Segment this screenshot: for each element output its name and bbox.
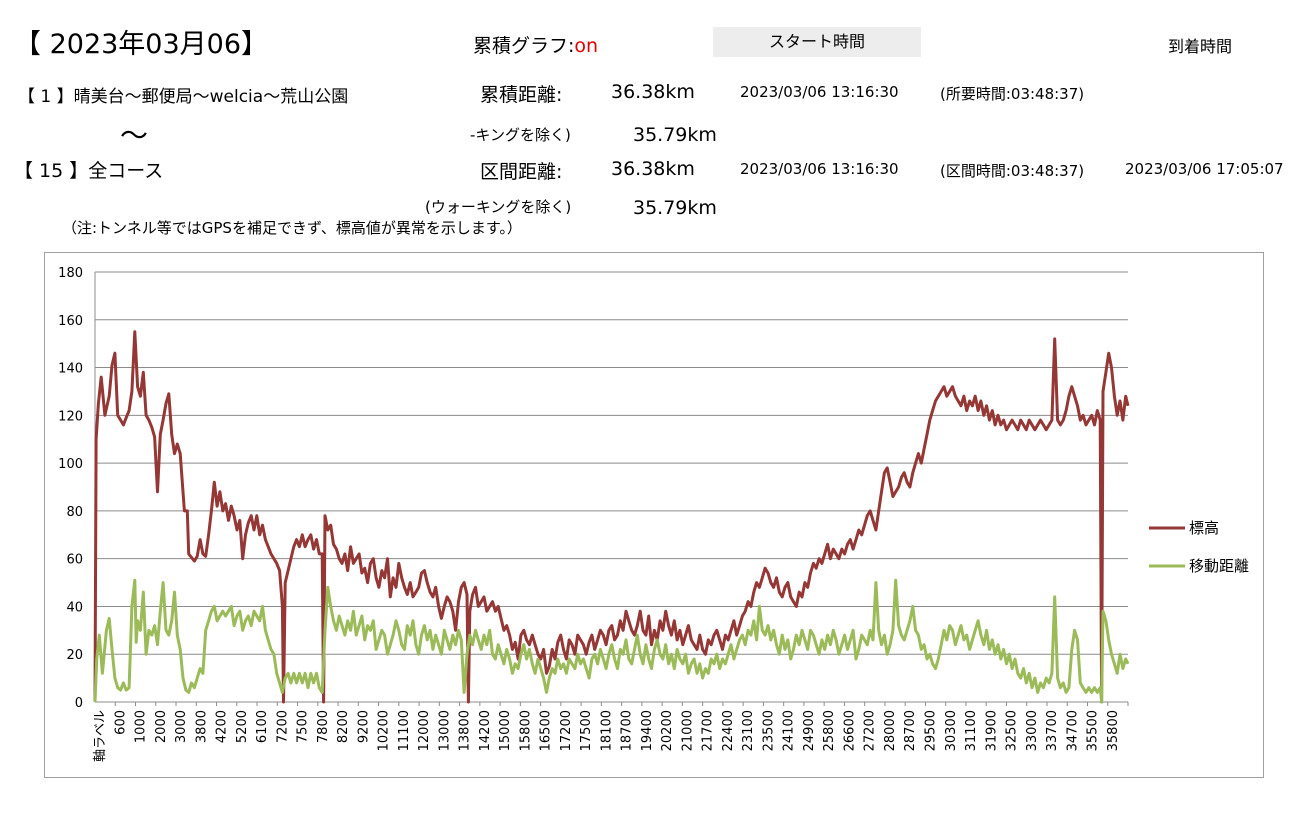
x-tick-label: 17200 bbox=[559, 710, 574, 751]
graph-label: 累積グラフ: bbox=[473, 35, 575, 57]
y-tick-label: 40 bbox=[66, 600, 83, 615]
x-tick-label: 2000 bbox=[154, 710, 169, 743]
total-duration: (所要時間:03:48:37) bbox=[940, 85, 1085, 103]
cumulative-distance-value: 36.38km bbox=[611, 81, 695, 103]
x-tick-label: 3800 bbox=[194, 710, 209, 743]
gps-note: （注:トンネル等ではGPSを補足できず、標高値が異常を示します。） bbox=[62, 219, 522, 237]
x-tick-label: 24100 bbox=[782, 710, 797, 751]
section-distance-value: 36.38km bbox=[611, 158, 695, 180]
y-tick-label: 0 bbox=[75, 696, 83, 711]
x-tick-label: 23500 bbox=[761, 710, 776, 751]
x-axis-label: 軸ラベル bbox=[93, 710, 108, 762]
distance-series-line bbox=[93, 578, 1130, 704]
x-tick-label: 3000 bbox=[174, 710, 189, 743]
x-tick-label: 10200 bbox=[377, 710, 392, 751]
x-tick-label: 17500 bbox=[579, 710, 594, 751]
section-excluding-walking-label: (ウォーキングを除く) bbox=[425, 198, 572, 216]
x-tick-label: 26600 bbox=[842, 710, 857, 751]
x-tick-label: 35500 bbox=[1086, 710, 1101, 751]
y-tick-label: 100 bbox=[58, 457, 83, 472]
y-tick-label: 20 bbox=[66, 648, 83, 663]
x-tick-label: 18100 bbox=[599, 710, 614, 751]
legend-label: 移動距離 bbox=[1189, 557, 1249, 575]
y-tick-label: 180 bbox=[58, 266, 83, 281]
x-tick-label: 18700 bbox=[620, 710, 635, 751]
y-tick-label: 80 bbox=[66, 505, 83, 520]
x-tick-label: 16500 bbox=[539, 710, 554, 751]
y-tick-label: 120 bbox=[58, 409, 83, 424]
legend-label: 標高 bbox=[1189, 519, 1219, 537]
x-tick-label: 7500 bbox=[296, 710, 311, 743]
route-start: 【 1 】晴美台～郵便局～welcia～荒山公園 bbox=[18, 87, 349, 107]
x-tick-label: 27200 bbox=[863, 710, 878, 751]
x-axis: 軸ラベル 600 1000 2000 3000 3800 4200 5200 6100 7200 7… bbox=[93, 702, 1129, 762]
section-distance-label: 区間距離: bbox=[480, 161, 563, 183]
x-tick-label: 21700 bbox=[701, 710, 716, 751]
x-tick-label: 6100 bbox=[255, 710, 270, 743]
x-tick-label: 14200 bbox=[478, 710, 493, 751]
x-tick-label: 28000 bbox=[883, 710, 898, 751]
end-datetime: 2023/03/06 17:05:07 bbox=[1125, 160, 1284, 178]
elevation-distance-chart: 0 20 40 60 80 100 120 140 160 180 軸ラベル 600 1000 2000… bbox=[58, 266, 1249, 762]
x-tick-label: 35800 bbox=[1106, 710, 1121, 751]
date-title: 【 2023年03月06】 bbox=[14, 29, 269, 60]
excluding-walking-value: 35.79km bbox=[633, 124, 717, 146]
gridlines bbox=[95, 271, 1128, 703]
start-datetime: 2023/03/06 13:16:30 bbox=[740, 83, 899, 101]
x-tick-label: 15800 bbox=[518, 710, 533, 751]
x-tick-label: 5200 bbox=[235, 710, 250, 743]
x-tick-label: 33700 bbox=[1045, 710, 1060, 751]
x-tick-label: 600 bbox=[113, 710, 128, 735]
graph-mode: 累積グラフ:on bbox=[473, 31, 598, 58]
x-tick-label: 7800 bbox=[316, 710, 331, 743]
y-tick-label: 160 bbox=[58, 314, 83, 329]
cumulative-distance-label: 累積距離: bbox=[480, 84, 563, 106]
x-tick-label: 15000 bbox=[498, 710, 513, 751]
x-tick-label: 1000 bbox=[134, 710, 149, 743]
arrival-time-header: 到着時間 bbox=[1168, 37, 1233, 56]
x-tick-label: 21000 bbox=[680, 710, 695, 751]
x-tick-label: 8200 bbox=[336, 710, 351, 743]
x-tick-label: 24900 bbox=[802, 710, 817, 751]
chart-frame: 0 20 40 60 80 100 120 140 160 180 軸ラベル 600 1000 2000… bbox=[44, 252, 1264, 778]
x-tick-label: 4200 bbox=[215, 710, 230, 743]
excluding-walking-label: -キングを除く) bbox=[470, 126, 571, 144]
y-tick-label: 60 bbox=[66, 553, 83, 568]
elevation-series-line bbox=[93, 330, 1130, 704]
start-time-header: スタート時間 bbox=[713, 27, 921, 57]
x-tick-label: 23100 bbox=[741, 710, 756, 751]
x-tick-label: 34700 bbox=[1065, 710, 1080, 751]
section-excluding-walking-value: 35.79km bbox=[633, 197, 717, 219]
x-tick-label: 7200 bbox=[275, 710, 290, 743]
x-tick-label: 33000 bbox=[1025, 710, 1040, 751]
section-duration: (区間時間:03:48:37) bbox=[940, 162, 1085, 180]
x-tick-label: 13000 bbox=[437, 710, 452, 751]
x-tick-label: 20200 bbox=[660, 710, 675, 751]
x-tick-label: 32500 bbox=[1005, 710, 1020, 751]
x-tick-label: 25800 bbox=[822, 710, 837, 751]
y-tick-label: 140 bbox=[58, 362, 83, 377]
x-tick-label: 13800 bbox=[458, 710, 473, 751]
series-lines bbox=[93, 330, 1130, 704]
x-tick-label: 29500 bbox=[924, 710, 939, 751]
x-tick-label: 31100 bbox=[964, 710, 979, 751]
y-axis: 0 20 40 60 80 100 120 140 160 180 bbox=[58, 266, 96, 711]
x-tick-label: 22400 bbox=[721, 710, 736, 751]
x-tick-label: 28700 bbox=[903, 710, 918, 751]
route-end: 【 15 】全コース bbox=[14, 160, 164, 182]
graph-value: on bbox=[574, 35, 599, 57]
x-tick-label: 19400 bbox=[640, 710, 655, 751]
x-tick-label: 12000 bbox=[417, 710, 432, 751]
range-tilde: ～ bbox=[120, 119, 149, 152]
x-tick-label: 9200 bbox=[356, 710, 371, 743]
section-start-datetime: 2023/03/06 13:16:30 bbox=[740, 160, 899, 178]
x-tick-label: 11100 bbox=[397, 710, 412, 751]
x-tick-label: 30300 bbox=[944, 710, 959, 751]
x-tick-label: 31900 bbox=[984, 710, 999, 751]
